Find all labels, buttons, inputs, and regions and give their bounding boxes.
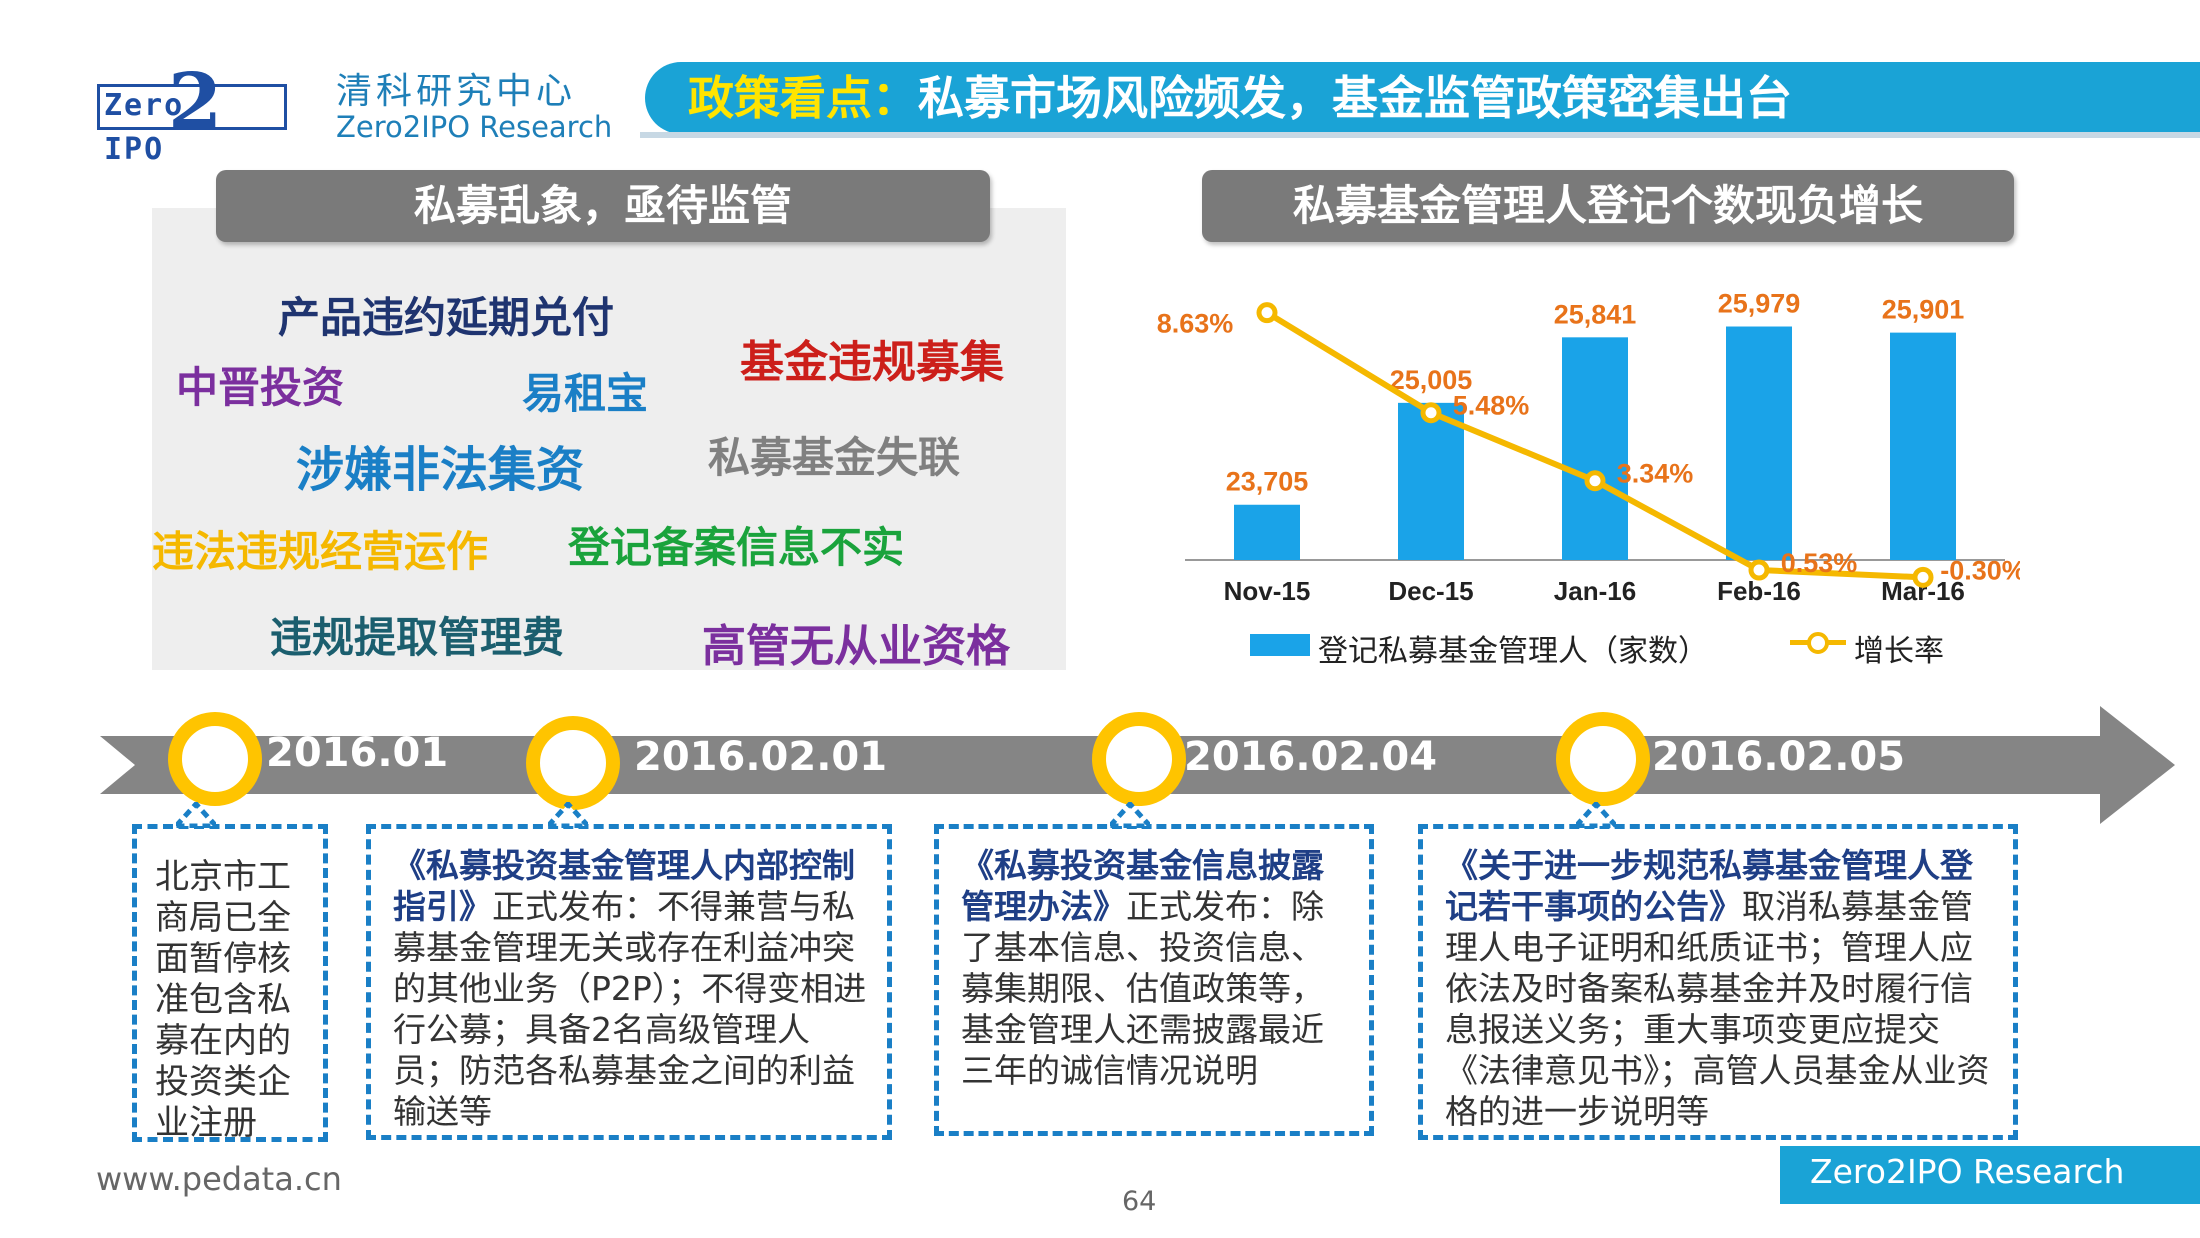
timeline-marker: [526, 716, 620, 810]
risk-word-panel: [152, 208, 1066, 670]
timeline-card-text: 正式发布：除了基本信息、投资信息、募集期限、估值政策等，基金管理人还需披露最近三…: [961, 887, 1324, 1090]
bar-value-label: 25,901: [1882, 295, 1965, 325]
timeline-date: 2016.02.04: [1184, 734, 1438, 780]
growth-value-label: 3.34%: [1617, 459, 1694, 489]
page-number: 64: [1122, 1186, 1157, 1217]
card-notch: [176, 802, 216, 828]
logo-frame: [97, 84, 287, 130]
growth-value-label: -0.30%: [1940, 555, 2020, 585]
timeline-card: 《关于进一步规范私募基金管理人登记若干事项的公告》取消私募基金管理人电子证明和纸…: [1418, 824, 2018, 1140]
footer-brand-bar: [1780, 1146, 2200, 1204]
bar: [1234, 504, 1300, 560]
left-panel-heading: 私募乱象，亟待监管: [216, 170, 990, 242]
bar-value-label: 25,841: [1554, 299, 1637, 329]
logo: Zero IPO: [104, 84, 284, 167]
footer-brand: Zero2IPO Research: [1810, 1152, 2125, 1191]
growth-point: [1420, 402, 1442, 424]
timeline-card-text: 取消私募基金管理人电子证明和纸质证书；管理人应依法及时备案私募基金并及时履行信息…: [1445, 887, 1990, 1131]
risk-word: 私募基金失联: [708, 433, 961, 482]
x-tick-label: Nov-15: [1224, 576, 1311, 606]
bar: [1726, 326, 1792, 560]
risk-word: 涉嫌非法集资: [296, 442, 585, 498]
growth-point: [1748, 559, 1770, 581]
risk-word: 违规提取管理费: [270, 613, 565, 662]
timeline-card: 《私募投资基金管理人内部控制指引》正式发布：不得兼营与私募基金管理无关或存在利益…: [366, 824, 892, 1140]
legend-line-label: 增长率: [1854, 634, 1944, 669]
timeline-card-title: 《私募投资基金管理人内部控制指引》: [393, 846, 855, 926]
growth-point: [1912, 566, 1934, 588]
card-notch: [1576, 802, 1616, 828]
card-notch: [548, 802, 588, 828]
bar-value-label: 25,005: [1390, 365, 1473, 395]
page-title: 政策看点：私募市场风险频发，基金监管政策密集出台: [688, 62, 1792, 134]
org-name-cn: 清科研究中心: [336, 71, 577, 112]
timeline-card-text: 北京市工商局已全面暂停核准包含私募在内的投资类企业注册: [155, 857, 291, 1142]
bar-value-label: 25,979: [1718, 289, 1801, 319]
risk-word: 基金违规募集: [740, 337, 1004, 388]
timeline-marker: [1092, 712, 1186, 806]
chart-heading: 私募基金管理人登记个数现负增长: [1202, 170, 2014, 242]
growth-value-label: 8.63%: [1157, 309, 1234, 339]
legend-bar-label: 登记私募基金管理人（家数）: [1318, 634, 1708, 669]
manager-registration-chart: 23,705 Nov-15 25,005 Dec-15 25,841 Jan-16 25,9…: [1157, 289, 2020, 606]
risk-word: 中晋投资: [176, 363, 345, 412]
timeline-date: 2016.01: [266, 730, 449, 776]
timeline-marker: [168, 712, 262, 806]
legend-line-marker: [1807, 632, 1829, 654]
title-rest: 私募市场风险频发，基金监管政策密集出台: [918, 71, 1792, 125]
growth-point: [1256, 302, 1278, 324]
timeline-card-title: 《私募投资基金信息披露管理办法》: [961, 846, 1324, 926]
timeline-marker: [1556, 712, 1650, 806]
card-notch: [1110, 802, 1150, 828]
x-tick-label: Dec-15: [1388, 576, 1473, 606]
growth-value-label: 5.48%: [1453, 391, 1530, 421]
title-highlight: 政策看点：: [688, 71, 918, 125]
risk-word: 高管无从业资格: [702, 621, 1010, 672]
bar: [1398, 402, 1464, 560]
risk-word: 产品违约延期兑付: [278, 293, 615, 342]
timeline-card-text: 正式发布：不得兼营与私募基金管理无关或存在利益冲突的其他业务（P2P）；不得变相…: [393, 887, 867, 1131]
bar: [1562, 337, 1628, 560]
legend-bar-swatch: [1250, 634, 1310, 656]
logo-ipo: IPO: [104, 132, 165, 167]
logo-zero: Zero: [104, 88, 185, 123]
timeline-card: 北京市工商局已全面暂停核准包含私募在内的投资类企业注册: [132, 824, 328, 1142]
risk-word: 违法违规经营运作: [152, 527, 489, 576]
timeline-card: 《私募投资基金信息披露管理办法》正式发布：除了基本信息、投资信息、募集期限、估值…: [934, 824, 1374, 1136]
growth-value-label: 0.53%: [1781, 548, 1858, 578]
x-tick-label: Feb-16: [1717, 576, 1801, 606]
growth-point: [1584, 470, 1606, 492]
bar: [1890, 332, 1956, 560]
title-underline: [640, 132, 2200, 138]
timeline-date: 2016.02.01: [634, 734, 888, 780]
title-bar: [645, 62, 2200, 134]
x-tick-label: Jan-16: [1554, 576, 1636, 606]
risk-word: 易租宝: [522, 369, 649, 418]
timeline-date: 2016.02.05: [1652, 734, 1906, 780]
risk-word: 登记备案信息不实: [568, 523, 905, 572]
bar-value-label: 23,705: [1226, 467, 1309, 497]
org-name-en: Zero2IPO Research: [336, 110, 613, 144]
timeline-card-title: 《关于进一步规范私募基金管理人登记若干事项的公告》: [1445, 846, 1973, 926]
logo-two: 2: [168, 57, 223, 148]
website-link[interactable]: www.pedata.cn: [96, 1160, 342, 1198]
